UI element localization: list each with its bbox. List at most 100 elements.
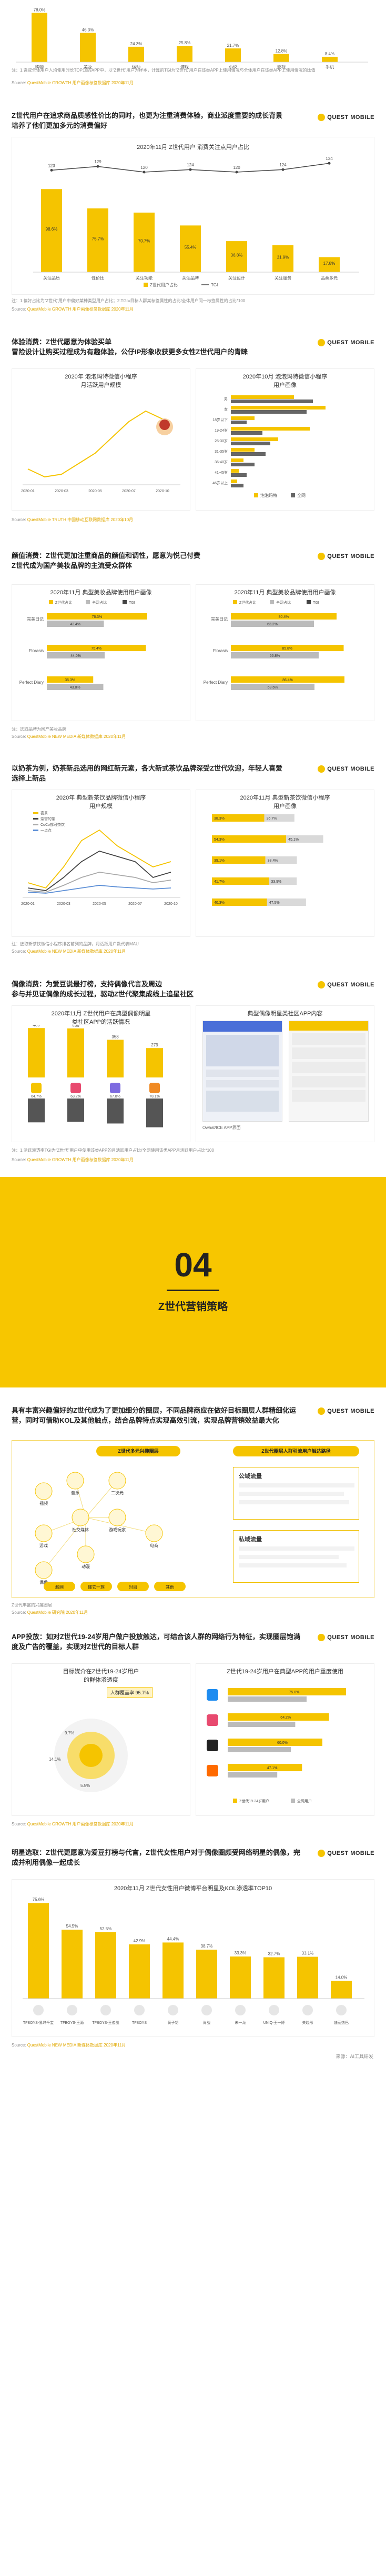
brand-bar-label: 86.4% [282,678,293,682]
legend-label: 一点点 [40,828,52,833]
public-traffic-box: 公域流量 [233,1467,359,1520]
chart-title: 2020年11月 Z世代女性用户微博平台明星及KOL渗透率TOP10 [114,1885,272,1892]
consumption-bar [134,212,155,272]
consumption-category: 关注品质 [43,275,60,281]
avatar [269,2005,279,2015]
top-bar-label: 25.8% [179,41,191,45]
tgi-point [96,165,99,168]
popmart-mau-card: 2020年 泡泡玛特微信小程序 月活跃用户规模 2020-01 2020-03 20… [12,368,190,511]
brand-label: Perfect Diary [204,680,228,685]
idol-app-pct: 63.2% [70,1095,81,1099]
consumption-bar-label: 31.9% [277,255,289,259]
legend-label: TGI [129,601,135,605]
private-traffic-label: 私域流量 [239,1536,262,1543]
consumption-bar [87,208,108,272]
brand-bar [47,645,146,651]
consumption-bar [319,257,340,272]
avatar [336,2005,347,2015]
tgi-point [143,171,146,174]
bottom-pill [80,1582,112,1591]
topic-label: 二次元 [111,1490,124,1495]
brand-logo: QUEST MOBILE [318,553,374,560]
tea-profile-label: 54.3% [214,838,225,842]
top-bar-label: 21.7% [227,43,239,48]
section6-source: Source: QuestMobile 研究院 2020年11月 [12,1610,88,1615]
topic-node [35,1482,53,1500]
brand-label: Florasis [213,648,228,653]
avatar [33,2005,44,2015]
weibo-star-chart: 75.6% TFBOYS-易烊千玺 54.5% TFBOYS-王源 52.5% TFBOY… [23,1898,364,2025]
x-tick: 2020-07 [128,902,142,906]
tea-profile-label: 47.5% [269,901,280,905]
brand-bar [47,621,104,627]
bubble-label: 9.7% [65,1731,74,1735]
idol-app-pct-bar [107,1099,124,1124]
tea-profile-bar [212,856,266,864]
brand-bar-label: 63.6% [268,686,278,690]
tea-profile-bar [286,835,323,843]
consumption-category: 性价比 [92,275,104,281]
legend-label: 奈雪的茶 [40,816,55,821]
idol-app-bar [67,1028,84,1077]
brand-bar-label: 85.8% [282,647,292,651]
topic-label: 游戏 [39,1543,48,1548]
tea-profile-card: 2020年11月 典型新茶饮微信小程序 用户画像 38.3% 36.7% 54.3%… [196,790,374,937]
idol-app-pct-bar [67,1099,84,1122]
chart-title: Z世代19-24岁用户在典型APP的用户重度使用 [227,1669,343,1675]
profile-bar [231,431,262,435]
tea-profile-bar [212,877,269,885]
top-bar [273,54,289,62]
consumption-bar-label: 36.8% [231,253,243,258]
idol-app-pct: 64.7% [31,1095,42,1099]
brand-bar-label: 80.4% [279,615,289,619]
x-tick: 2020-10 [164,902,178,906]
logo-icon [318,1850,326,1857]
topic-node [66,1472,84,1490]
consumption-chart: 98.6% 关注品质 75.7% 性价比 70.7% 关注功能 55.4% 关注品牌 36.8%… [33,156,359,287]
tea-profile-label: 39.1% [214,859,225,863]
x-tick: 2020-05 [93,902,106,906]
star-name: 肖战 [203,2020,210,2025]
brand-label: Florasis [29,648,44,653]
tea-profile-label: 38.3% [214,817,225,821]
heavy-use-label: 64.2% [280,1716,291,1720]
section7-heading: APP投放：如对Z世代19-24岁用户做户投放触达，可结合该人群的网络行为特征，… [12,1633,300,1651]
tea-profile-bar [212,898,267,906]
topic-node [35,1524,53,1542]
section3-heading: 颜值消费：Z世代更加注重商品的颜值和调性，愿意为悦己付费 Z世代成为国产美妆品牌… [12,552,200,570]
media-bubble-chart: 9.7% 14.1% 5.5% [49,1719,128,1792]
brand-bar [47,652,105,658]
heavy-use-bar [228,1772,278,1778]
consumption-category: 关注品牌 [182,275,199,281]
heavy-use-bar [228,1739,322,1746]
chart-title: 典型偶像明星类社区APP内容 [247,1011,323,1017]
profile-bar [231,437,278,441]
chart-consumption-card: 2020年11月 Z世代用户 消费关注点用户占比 98.6% 关注品质 75.7% 性… [12,137,374,295]
topic-label: 动漫 [82,1564,90,1569]
tgi-label: 134 [326,156,333,161]
consumption-bar-label: 75.7% [92,236,104,241]
beauty-right-chart: 完美日记 80.4% 63.2% Florasis 85.8%66.8% Perfect … [204,600,344,690]
top-category: 小说 [229,64,237,69]
section8-source: Source: QuestMobile NEW MEDIA 新媒体数据库 202… [12,2043,126,2048]
star-bar-label: 52.5% [100,1926,112,1931]
tea-profile-bar [212,835,287,843]
topic-label: 视频 [39,1501,48,1506]
consumption-bar [41,189,62,272]
app-screenshot-right [289,1021,369,1122]
tgi-point [281,168,285,171]
app-icon [149,1083,160,1093]
profile-bar [231,442,270,445]
beauty-right-card: 2020年11月 典型美妆品牌使用用户画像 完美日记 80.4% 63.2% Flor… [196,584,374,721]
top-bar [128,46,144,62]
top-bar-label: 78.0% [34,7,46,12]
chart-title: 2020年11月 典型美妆品牌使用用户画像 [234,590,336,596]
weibo-star-card: 2020年11月 Z世代女性用户微博平台明星及KOL渗透率TOP10 75.6%… [12,1879,374,2037]
tea-line-chart: 2020-01 2020-03 2020-05 2020-07 2020-10 喜茶奈雪的… [21,811,180,906]
app-icon [110,1083,120,1093]
x-tick: 2020-07 [122,490,136,493]
brand-bar [231,652,319,658]
interest-map-card: Z世代多元兴趣圈层 Z世代圈层人群引流用户触达路径 视频 音乐 游戏 二次元 游戏玩家动… [12,1440,374,1598]
brand-logo: QUEST MOBILE [318,765,374,773]
